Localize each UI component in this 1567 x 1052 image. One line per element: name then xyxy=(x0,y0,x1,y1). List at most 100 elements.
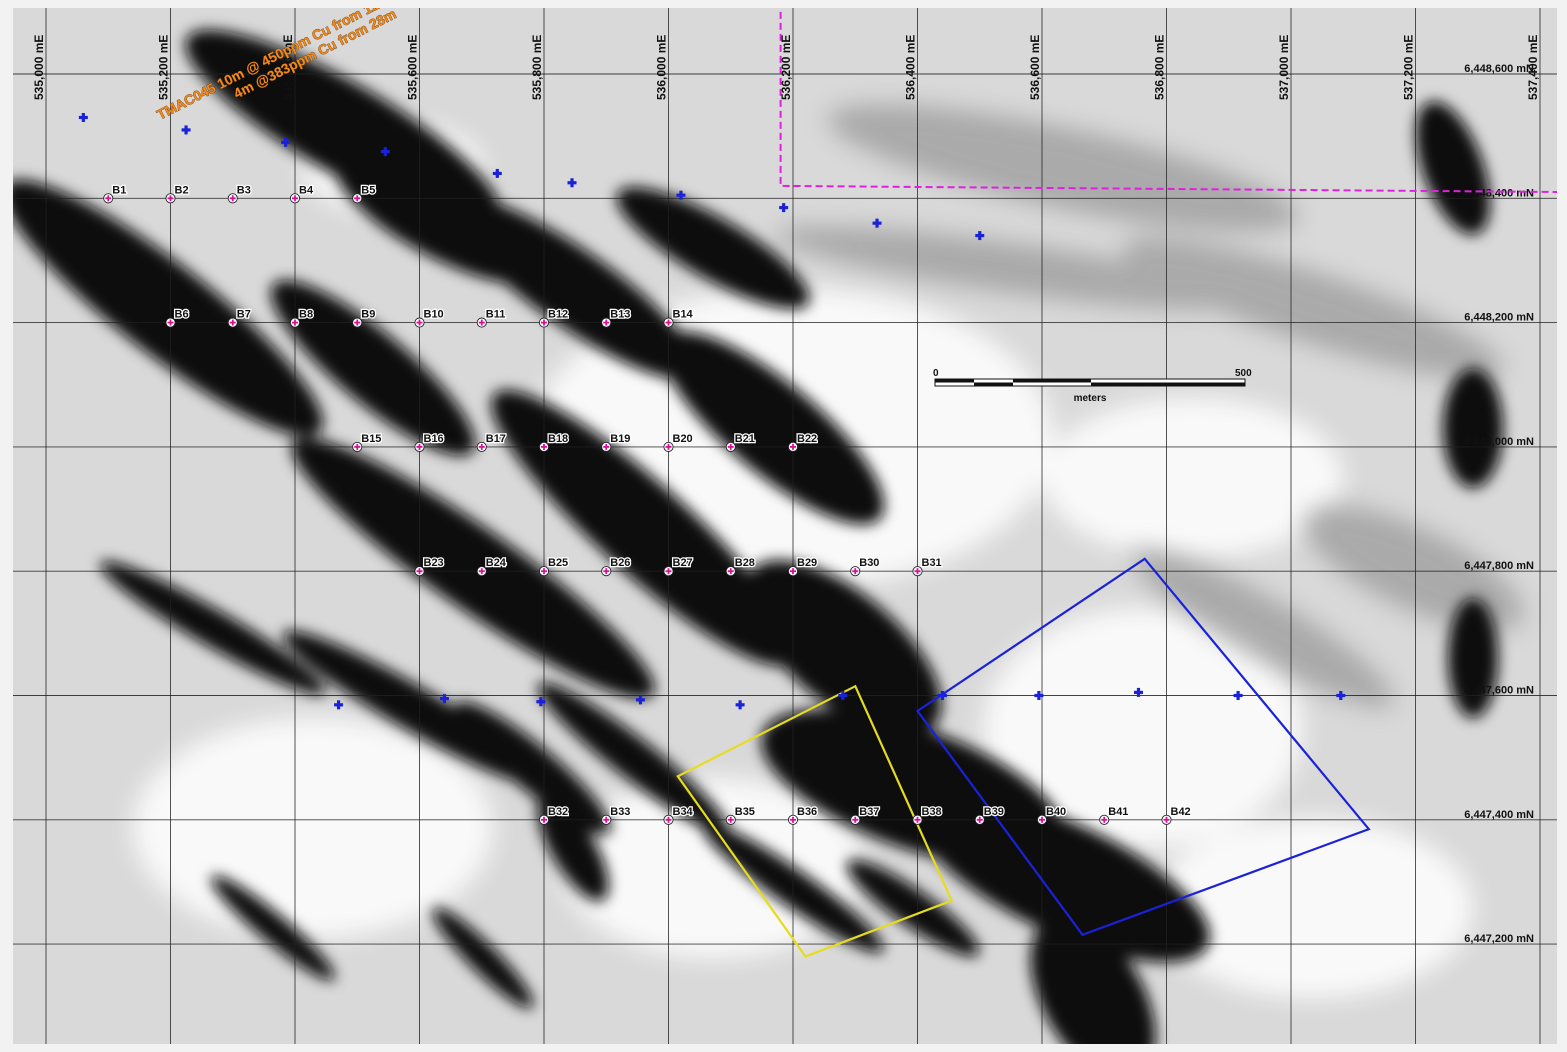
easting-label: 536,000 mE xyxy=(655,35,669,100)
map-frame[interactable]: 535,000 mE 535,200 mE 535,400 mE 535,600 mE… xyxy=(13,8,1557,1044)
station-label: B2 xyxy=(175,184,189,196)
easting-label: 536,600 mE xyxy=(1028,35,1042,100)
station-b31[interactable]: B31 xyxy=(912,556,943,577)
blue-point-marker[interactable] xyxy=(181,125,191,135)
scale-bar-unit-label: meters xyxy=(1074,393,1107,404)
station-b42[interactable]: B42 xyxy=(1161,805,1192,825)
station-b15[interactable]: B15 xyxy=(352,432,383,452)
northing-label: 6,448,400 mN xyxy=(1464,187,1534,199)
station-b10[interactable]: B10 xyxy=(414,307,445,328)
blue-point-marker[interactable] xyxy=(281,137,291,147)
blue-point-marker[interactable] xyxy=(779,203,789,213)
station-b2[interactable]: B2 xyxy=(165,183,190,204)
station-b36[interactable]: B36 xyxy=(787,805,818,825)
station-label: B22 xyxy=(797,433,817,445)
northing-label: 6,448,000 mN xyxy=(1464,436,1534,448)
station-label: B10 xyxy=(424,309,444,321)
station-b14[interactable]: B14 xyxy=(663,307,695,328)
blue-point-marker[interactable] xyxy=(838,691,848,700)
station-b40[interactable]: B40 xyxy=(1036,805,1067,825)
station-b4[interactable]: B4 xyxy=(289,183,315,204)
northing-label: 6,447,800 mN xyxy=(1464,560,1534,572)
blue-point-marker[interactable] xyxy=(872,218,882,228)
station-b26[interactable]: B26 xyxy=(601,556,632,577)
blue-point-marker[interactable] xyxy=(1233,691,1243,700)
station-label: B28 xyxy=(735,557,755,569)
station-label: B6 xyxy=(175,309,189,321)
station-label: B21 xyxy=(735,433,755,445)
blue-point-marker[interactable] xyxy=(439,694,449,704)
easting-label: 536,800 mE xyxy=(1153,35,1167,100)
station-b33[interactable]: B33 xyxy=(601,805,632,825)
station-b6[interactable]: B6 xyxy=(165,307,190,328)
easting-label: 536,200 mE xyxy=(779,35,793,100)
station-b12[interactable]: B12 xyxy=(538,307,569,328)
blue-point-marker[interactable] xyxy=(78,113,88,123)
blue-point-marker[interactable] xyxy=(975,231,985,241)
station-b9[interactable]: B9 xyxy=(352,307,377,328)
station-label: B7 xyxy=(237,309,251,321)
station-label: B3 xyxy=(237,184,251,196)
station-b5[interactable]: B5 xyxy=(352,183,377,204)
station-label: B16 xyxy=(424,433,444,445)
station-b24[interactable]: B24 xyxy=(476,556,508,577)
station-b18[interactable]: B18 xyxy=(538,432,569,452)
station-b13[interactable]: B13 xyxy=(601,307,632,328)
station-b25[interactable]: B25 xyxy=(538,556,569,577)
station-b30[interactable]: B30 xyxy=(850,556,881,577)
blue-point-marker[interactable] xyxy=(676,190,686,200)
station-label: B15 xyxy=(361,433,381,445)
station-b41[interactable]: B41 xyxy=(1099,805,1130,825)
map-canvas[interactable]: 535,000 mE 535,200 mE 535,400 mE 535,600 mE… xyxy=(13,8,1557,1044)
station-b3[interactable]: B3 xyxy=(227,183,252,204)
blue-point-marker[interactable] xyxy=(536,697,546,707)
scale-bar-seg-4 xyxy=(1091,382,1245,386)
easting-label: 536,400 mE xyxy=(904,35,918,100)
station-label: B11 xyxy=(486,309,506,321)
station-b17[interactable]: B17 xyxy=(476,432,507,452)
station-b37[interactable]: B37 xyxy=(850,805,881,825)
easting-label: 537,000 mE xyxy=(1277,35,1291,100)
station-b21[interactable]: B21 xyxy=(725,432,756,452)
station-b20[interactable]: B20 xyxy=(663,432,694,452)
station-label: B37 xyxy=(859,806,879,818)
station-b16[interactable]: B16 xyxy=(414,432,445,452)
yellow-target-area[interactable] xyxy=(676,684,954,958)
station-b1[interactable]: B1 xyxy=(103,183,128,204)
station-b32[interactable]: B32 xyxy=(538,805,569,825)
station-label: B19 xyxy=(610,433,630,445)
station-label: B17 xyxy=(486,433,506,445)
station-b39[interactable]: B39 xyxy=(974,805,1005,825)
station-b8[interactable]: B8 xyxy=(289,307,314,328)
station-b11[interactable]: B11 xyxy=(476,307,507,328)
station-b22[interactable]: B22 xyxy=(787,432,818,452)
blue-point-marker[interactable] xyxy=(334,700,344,710)
easting-label: 535,800 mE xyxy=(530,35,544,100)
station-b19[interactable]: B19 xyxy=(601,432,632,452)
station-label: B30 xyxy=(859,557,879,569)
tenement-boundary-line xyxy=(779,11,1557,193)
blue-point-marker[interactable] xyxy=(635,695,645,705)
station-b28[interactable]: B28 xyxy=(725,556,756,577)
station-b27[interactable]: B27 xyxy=(663,556,694,577)
blue-point-marker[interactable] xyxy=(492,168,502,178)
station-b23[interactable]: B23 xyxy=(414,556,445,577)
station-b29[interactable]: B29 xyxy=(787,556,818,577)
station-label: B39 xyxy=(984,806,1004,818)
blue-target-area[interactable] xyxy=(915,557,1371,937)
station-b38[interactable]: B38 xyxy=(912,805,943,825)
blue-survey-points xyxy=(78,113,1346,710)
station-b35[interactable]: B35 xyxy=(725,805,756,825)
blue-point-marker[interactable] xyxy=(380,147,390,157)
station-b7[interactable]: B7 xyxy=(227,307,252,328)
station-label: B33 xyxy=(610,806,630,818)
station-b34[interactable]: B34 xyxy=(663,805,695,825)
blue-point-marker[interactable] xyxy=(1034,691,1044,700)
blue-point-marker[interactable] xyxy=(937,691,947,700)
blue-point-marker[interactable] xyxy=(1336,691,1346,700)
station-label: B8 xyxy=(299,309,313,321)
blue-point-marker[interactable] xyxy=(1133,687,1143,697)
blue-point-marker[interactable] xyxy=(735,700,745,710)
blue-point-marker[interactable] xyxy=(567,178,577,188)
station-label: B24 xyxy=(486,557,507,569)
